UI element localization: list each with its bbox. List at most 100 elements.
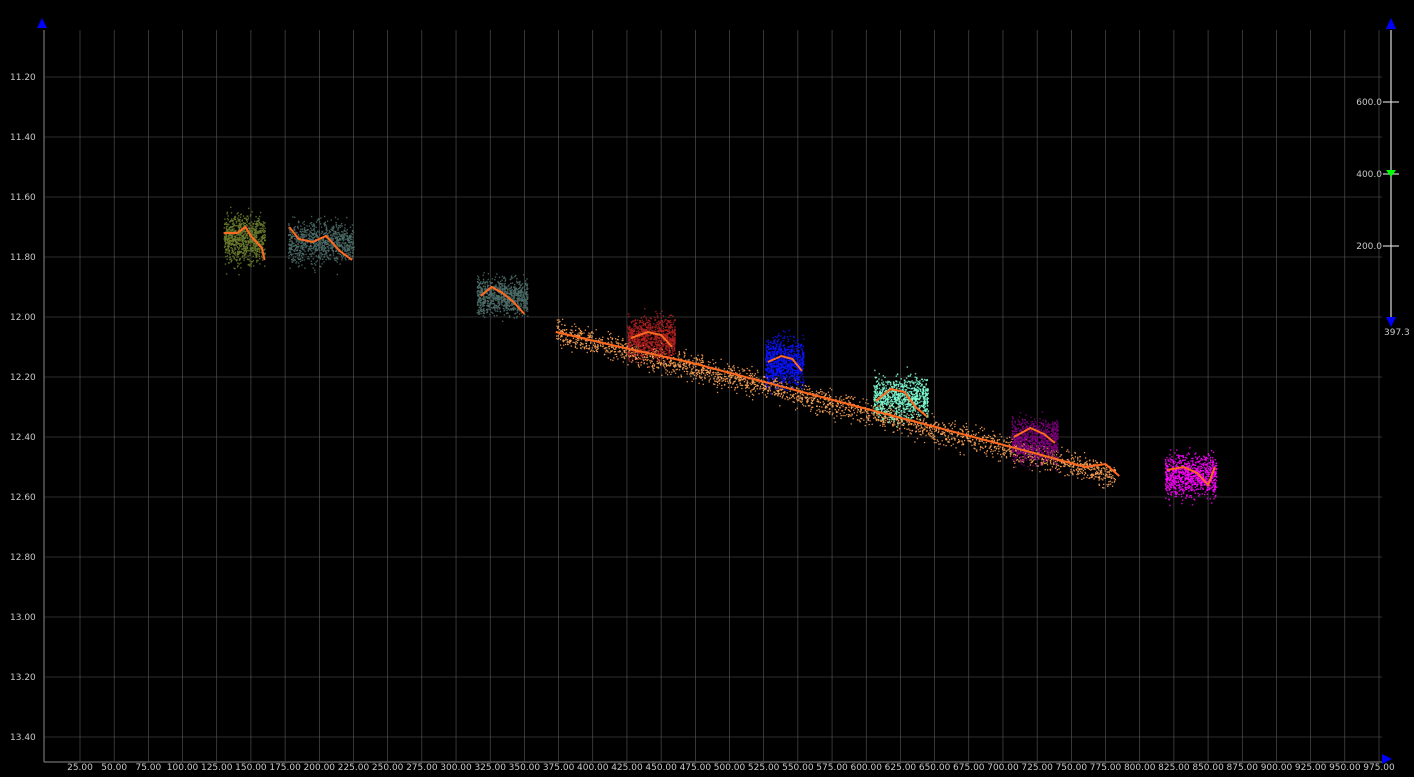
band-point [556, 319, 558, 321]
cluster-point [229, 221, 231, 223]
band-point [769, 387, 771, 389]
band-point [793, 397, 796, 399]
band-point [752, 383, 754, 385]
cluster-point [231, 223, 234, 225]
band-point [884, 414, 886, 416]
band-point [651, 364, 654, 367]
cluster-point [499, 280, 502, 283]
band-point [787, 398, 789, 401]
y-tick-label: 11.20 [10, 73, 36, 83]
cluster-point [302, 235, 304, 238]
band-point [882, 421, 885, 423]
cluster-point [262, 237, 265, 239]
band-point [1003, 453, 1005, 455]
cluster-point [333, 241, 335, 244]
cluster-point [295, 241, 298, 243]
cluster-point [257, 220, 260, 222]
cluster-point [353, 246, 355, 248]
band-point [1068, 474, 1070, 477]
cluster-point [314, 271, 316, 274]
cluster-point [224, 218, 226, 220]
band-point [1049, 468, 1051, 470]
band-point [626, 353, 628, 356]
band-point [712, 371, 714, 374]
band-point [810, 397, 813, 399]
band-point [607, 337, 609, 340]
cluster-point [329, 244, 331, 247]
band-point [751, 381, 753, 383]
cluster-point [237, 242, 239, 244]
band-point [768, 387, 770, 389]
cluster-point [516, 315, 519, 318]
cluster-point [319, 242, 321, 245]
cluster-point [299, 237, 301, 239]
band-point [810, 402, 813, 405]
cluster-point [331, 227, 333, 229]
band-point [615, 355, 618, 358]
cluster-point [293, 249, 295, 251]
band-point [849, 410, 851, 413]
band-point [629, 350, 631, 352]
cluster-point [330, 219, 332, 221]
cluster-point [237, 217, 239, 219]
band-point [853, 412, 856, 414]
band-point [557, 325, 560, 327]
cluster-point [245, 234, 247, 237]
band-point [844, 414, 846, 417]
cluster-point [476, 291, 478, 293]
cluster-point [314, 248, 317, 251]
cluster-point [352, 240, 354, 242]
band-point [611, 338, 613, 341]
band-point [616, 338, 619, 341]
cluster-point [253, 229, 255, 232]
band-point [651, 355, 654, 357]
band-point [856, 407, 859, 409]
band-point [685, 363, 687, 365]
cluster-point [331, 249, 333, 251]
cluster-point [253, 265, 255, 267]
cluster-point [317, 218, 319, 220]
band-point [837, 409, 840, 411]
band-point [897, 426, 899, 428]
cluster-point [341, 225, 343, 227]
band-point [740, 378, 742, 380]
band-point [1076, 462, 1079, 464]
cluster-point [310, 235, 313, 237]
band-point [675, 365, 677, 367]
band-point [580, 347, 582, 349]
cluster-point [316, 249, 318, 252]
cluster-point [224, 245, 227, 248]
band-point [860, 412, 862, 414]
cluster-point [252, 223, 254, 225]
band-point [901, 419, 903, 422]
cluster-point [293, 228, 295, 230]
band-point [695, 375, 698, 377]
cluster-point [321, 249, 323, 251]
band-point [562, 329, 564, 331]
band-point [776, 390, 779, 392]
band-point [984, 446, 986, 448]
band-point [691, 380, 693, 383]
band-point [671, 362, 674, 365]
band-point [615, 341, 617, 343]
band-point [877, 419, 880, 421]
band-point [593, 350, 595, 353]
band-point [699, 359, 701, 362]
cluster-point [315, 261, 317, 263]
band-point [799, 397, 801, 399]
band-point [1077, 477, 1079, 479]
band-point [741, 379, 744, 381]
band-point [1077, 467, 1079, 469]
cluster-point [302, 242, 304, 244]
cluster-point [237, 224, 240, 227]
band-point [815, 390, 818, 392]
band-point [906, 421, 908, 423]
band-point [1051, 466, 1054, 468]
cluster-point [247, 236, 249, 239]
cluster-point [258, 255, 261, 258]
band-point [885, 420, 887, 422]
band-point [656, 357, 659, 359]
cluster-point [319, 223, 322, 225]
cluster-point [237, 262, 239, 264]
